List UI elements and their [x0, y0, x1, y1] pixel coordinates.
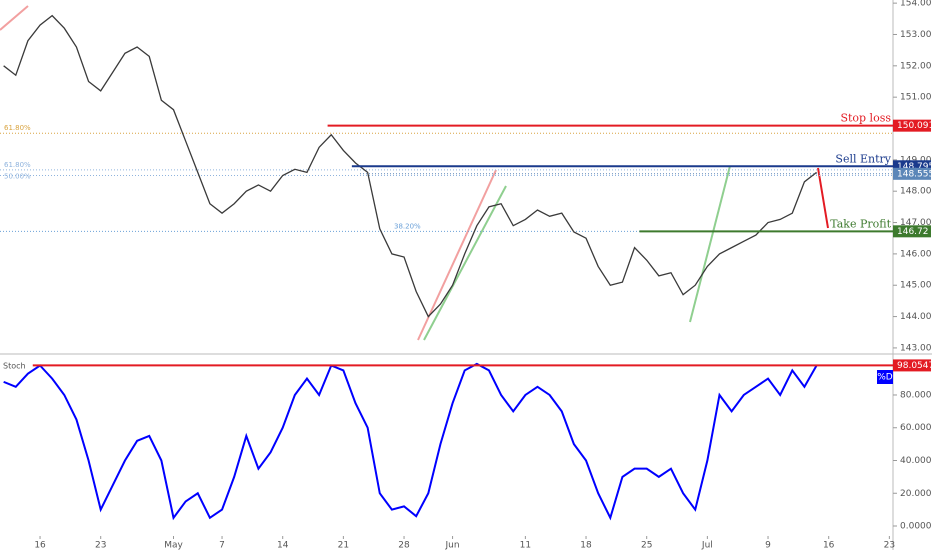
price-tag-label: 148.795	[897, 162, 932, 172]
fib-label: 61.80%	[4, 161, 31, 169]
x-tick-label: 7	[219, 541, 225, 550]
level-label: Stop loss	[840, 112, 891, 125]
indicator-label: Stoch	[3, 362, 26, 371]
price-tag	[893, 167, 931, 180]
x-tick-label: 16	[823, 541, 835, 550]
price-tag-label: 146.72	[897, 227, 929, 237]
x-tick-label: 16	[34, 541, 46, 550]
price-tag	[893, 359, 931, 372]
x-tick-label: 23	[884, 541, 895, 550]
line-series	[3, 362, 818, 521]
fib-label: 38.20%	[394, 222, 421, 230]
x-tick-label: 28	[398, 541, 410, 550]
fib-label: 50.00%	[4, 173, 31, 181]
line-series	[3, 14, 817, 318]
arrow	[817, 167, 829, 229]
legend-box	[877, 370, 893, 384]
price-tag-label: 150.091	[897, 121, 932, 131]
x-tick-label: 18	[580, 541, 592, 550]
y-tick-label: 147.0000	[900, 218, 932, 228]
y-tick-label: 148.0000	[900, 187, 932, 197]
x-tick-label: 11	[520, 541, 531, 550]
y-tick-label: 151.0000	[900, 93, 932, 103]
x-tick-label: 14	[277, 541, 289, 550]
y-tick-label: 152.0000	[900, 61, 932, 71]
legend-label: %D	[877, 373, 893, 383]
x-tick-label: 9	[765, 541, 771, 550]
price-tag-label: 148.555	[897, 169, 932, 179]
y-tick-label: 153.0000	[900, 30, 932, 40]
y-tick-label: 146.0000	[900, 249, 932, 259]
x-tick-label: 25	[641, 541, 652, 550]
y-tick-label: 154.0000	[900, 0, 932, 9]
y-tick-label: 40.0000	[900, 456, 932, 466]
y-tick-label: 20.0000	[900, 489, 932, 499]
y-tick-label: 60.0000	[900, 423, 932, 433]
arrow	[417, 169, 497, 341]
x-tick-label: Jun	[445, 541, 460, 550]
arrow	[689, 165, 731, 323]
level-label: Sell Entry	[835, 152, 891, 165]
price-tag-label: 98.0547	[897, 361, 932, 371]
price-tag	[893, 225, 931, 238]
level-label: Take Profit	[830, 217, 891, 230]
price-tag	[893, 119, 931, 132]
y-tick-label: 143.0000	[900, 343, 932, 353]
arrow	[423, 185, 507, 341]
x-tick-label: 23	[95, 541, 106, 550]
y-tick-label: 80.0000	[900, 390, 932, 400]
x-tick-label: 21	[338, 541, 349, 550]
arrow	[0, 5, 29, 31]
x-tick-label: Jul	[701, 541, 713, 550]
x-tick-label: May	[164, 541, 183, 550]
y-tick-label: 145.0000	[900, 281, 932, 291]
y-tick-label: 144.0000	[900, 312, 932, 322]
fib-label: 61.80%	[4, 124, 31, 132]
y-tick-label: 0.0000	[900, 522, 932, 532]
